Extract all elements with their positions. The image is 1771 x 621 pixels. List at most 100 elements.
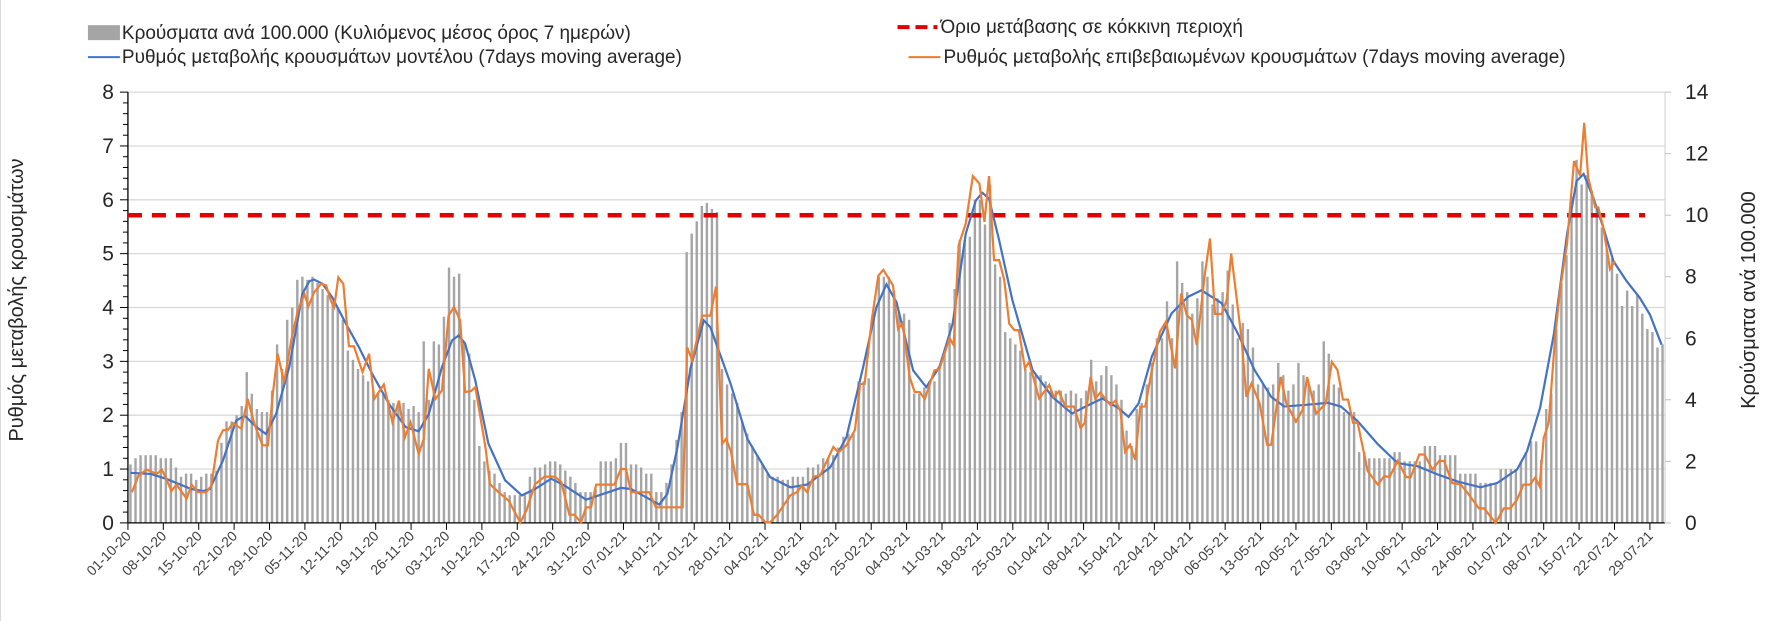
case-bar [675,439,678,523]
legend: Κρούσματα ανά 100.000 (Κυλιόμενος μέσος … [87,17,1566,68]
case-bar [1064,393,1068,523]
case-bar [963,239,966,523]
case-bar [402,402,405,523]
right-tick-label: 4 [1685,389,1697,412]
case-bar [265,412,269,523]
case-bar [1514,469,1518,523]
case-bar [1125,430,1128,523]
case-bar [1236,338,1239,523]
right-axis-tick-labels: 0 2 4 6 8 10 12 14 [1685,81,1709,535]
case-bar [892,290,896,523]
case-bar [1423,445,1427,523]
case-bar [336,307,339,523]
case-bar [1327,353,1331,523]
case-bar [1433,445,1437,523]
case-bar [1054,390,1057,523]
case-bar [286,319,289,523]
case-bar [1069,390,1073,523]
case-bar [1332,384,1336,523]
case-bar [923,387,926,523]
case-bar [574,482,577,523]
case-bar [447,267,451,523]
case-bar [341,319,345,523]
case-bar [1636,295,1639,523]
case-bar [407,409,410,523]
case-bar [1004,332,1007,523]
case-bar [665,482,668,523]
case-bar [776,476,779,523]
case-bar [1342,412,1346,523]
case-bar [220,442,223,523]
case-bar [1378,458,1381,523]
case-bar [1140,402,1143,523]
case-bar [1499,469,1502,523]
case-bar [599,461,602,523]
case-bar [1019,350,1022,523]
case-bar [159,458,162,523]
case-bar [756,455,759,523]
case-bar [857,381,860,523]
case-bar [882,276,886,523]
case-bar [134,458,137,523]
case-bar [1438,455,1442,523]
case-bar [553,461,557,523]
case-bar [306,279,309,523]
case-bar [518,495,521,523]
case-bar [624,442,628,523]
case-bar [1661,344,1664,523]
case-bar [695,221,698,523]
case-bar [680,412,683,523]
case-bar [1454,455,1457,523]
case-bar [1165,301,1169,523]
case-bar [786,479,789,523]
case-bar [670,464,673,523]
case-bar [1443,455,1447,523]
case-bar [1534,441,1538,523]
case-bar [361,375,365,523]
case-bar [796,476,800,523]
left-tick-label: 5 [102,243,114,266]
right-tick-label: 14 [1685,81,1709,104]
case-bar [559,464,562,523]
case-bar [746,433,749,523]
case-bar [700,205,704,523]
case-bar [473,399,476,523]
case-bar [771,476,774,523]
case-bar [832,455,835,523]
case-bar [1160,338,1164,523]
case-bar [1029,372,1032,523]
case-bar [842,436,845,523]
case-bar [928,381,931,523]
x-axis-tick-labels: 01-10-2008-10-2015-10-2022-10-2029-10-20… [83,528,1656,579]
case-bar [316,282,319,523]
case-bar [371,390,375,523]
case-bar [943,353,946,523]
case-bar [579,492,582,523]
case-bar [1302,375,1305,523]
case-bar [442,316,446,523]
case-bar [1170,338,1174,523]
case-bar [993,264,997,523]
case-bar [154,455,157,523]
case-bar [690,233,693,523]
case-bar [1292,384,1295,523]
case-bar [1383,458,1386,523]
case-bar [1226,270,1229,523]
legend-label-cases: Κρούσματα ανά 100.000 (Κυλιόμενος μέσος … [122,23,631,44]
case-bar [275,344,279,523]
case-bar [1024,369,1027,523]
case-bar [1600,227,1604,523]
case-bar [918,393,921,523]
case-bar [1175,261,1179,523]
right-tick-label: 6 [1685,327,1697,350]
case-bar [1241,322,1245,523]
case-bar [978,199,982,523]
case-bar [235,415,238,523]
case-bar [973,199,977,523]
case-bar [953,289,956,523]
case-bar [240,405,243,523]
case-bar [1196,298,1199,523]
case-bar [366,381,370,523]
case-bar [1135,409,1138,523]
